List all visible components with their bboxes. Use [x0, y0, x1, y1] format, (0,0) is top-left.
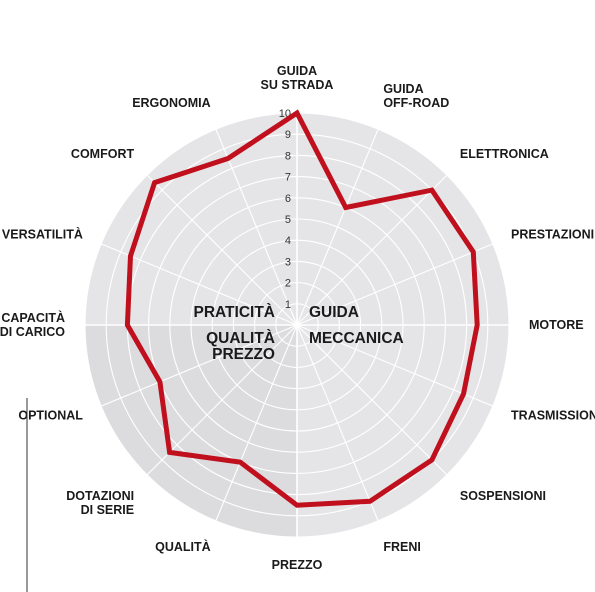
group-label: PRATICITÀ [193, 304, 275, 321]
grid-spoke [100, 324, 298, 407]
axis-label: QUALITÀ [155, 539, 211, 554]
scale-tick-label: 8 [285, 150, 291, 162]
group-label: MECCANICA [309, 330, 404, 347]
grid-spoke [296, 243, 494, 326]
series-line [124, 109, 480, 508]
axis-label: FRENI [383, 540, 421, 554]
grid-spoke [215, 128, 298, 326]
grid-spoke [296, 324, 379, 522]
grid-spoke [296, 324, 494, 407]
scale-tick-label: 6 [285, 193, 291, 205]
axis-label: DOTAZIONI DI SERIE [66, 489, 134, 517]
scale-tick-label: 7 [285, 172, 291, 184]
axis-label: VERSATILITÀ [2, 227, 83, 242]
radar-series [124, 109, 480, 508]
axis-label: COMFORT [71, 147, 135, 161]
grid-spoke [296, 324, 448, 476]
axis-label: PREZZO [272, 558, 323, 572]
axis-label: OPTIONAL [18, 408, 83, 422]
scale-tick-label: 5 [285, 214, 291, 226]
axis-label: GUIDA OFF-ROAD [383, 82, 449, 110]
scale-tick-label: 3 [285, 256, 291, 268]
grid-spoke [296, 128, 379, 326]
axis-label: ELETTRONICA [460, 147, 549, 161]
grid-spoke [146, 174, 298, 326]
group-label: QUALITÀ PREZZO [206, 330, 275, 363]
axis-label: GUIDA SU STRADA [261, 64, 334, 92]
grid-spoke [146, 324, 298, 476]
radar-axis-labels: GUIDA SU STRADA GUIDA OFF-ROAD ELETTRONICA PR… [0, 64, 595, 572]
scale-tick-label: 9 [285, 129, 291, 141]
scale-tick-label: 2 [285, 278, 291, 290]
scale-tick-label: 1 [285, 299, 291, 311]
scale-tick-label: 4 [285, 235, 291, 247]
axis-label: CAPACITÀ DI CARICO [0, 310, 65, 339]
radar-grid [84, 112, 510, 538]
grid-spoke [100, 243, 298, 326]
grid-spoke [296, 174, 448, 326]
axis-label: PRESTAZIONI [511, 228, 594, 242]
grid-spoke [215, 324, 298, 522]
axis-label: MOTORE [529, 318, 584, 332]
axis-label: TRASMISSIONE [511, 408, 595, 422]
axis-label: SOSPENSIONI [460, 489, 546, 503]
group-label: GUIDA [309, 304, 359, 321]
radar-group-labels: PRATICITÀ GUIDA QUALITÀ PREZZO MECCANICA [193, 304, 403, 363]
axis-label: ERGONOMIA [132, 96, 210, 110]
